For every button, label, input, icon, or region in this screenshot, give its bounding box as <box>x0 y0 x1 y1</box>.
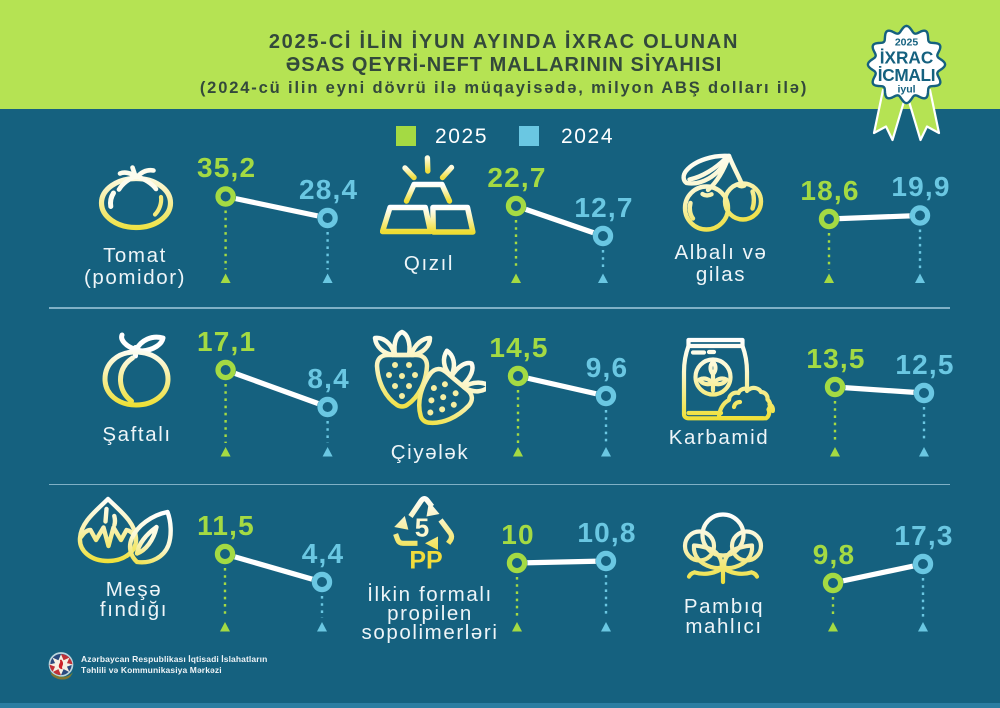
svg-text:iyul: iyul <box>897 84 915 96</box>
svg-text:5: 5 <box>415 513 429 543</box>
svg-text:İXRAC: İXRAC <box>880 48 933 68</box>
svg-text:İCMALI: İCMALI <box>878 65 935 85</box>
svg-text:PP: PP <box>409 547 442 575</box>
svg-text:2025: 2025 <box>895 37 919 49</box>
